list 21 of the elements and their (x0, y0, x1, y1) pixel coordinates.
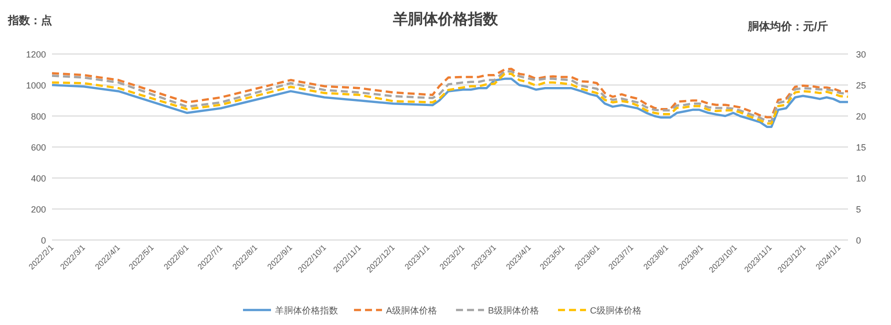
y2-tick-label: 5 (856, 204, 862, 214)
legend-label: A级胴体价格 (386, 306, 438, 316)
y2-axis-title: 胴体均价：元/斤 (746, 20, 828, 33)
y2-tick-label: 10 (856, 174, 866, 184)
y-tick-label: 400 (30, 174, 46, 184)
y-tick-label: 200 (30, 204, 46, 214)
y-tick-label: 1000 (26, 80, 46, 90)
y2-tick-label: 25 (856, 80, 866, 90)
y-tick-label: 800 (30, 112, 46, 122)
y2-tick-label: 15 (856, 142, 866, 152)
legend-label: C级胴体价格 (590, 306, 642, 316)
y2-tick-label: 0 (856, 236, 862, 246)
chart-title: 羊胴体价格指数 (392, 11, 499, 28)
y-tick-label: 1200 (26, 50, 46, 60)
y-tick-label: 0 (40, 236, 46, 246)
y-axis-title: 指数：点 (7, 14, 52, 27)
y2-tick-label: 20 (856, 112, 866, 122)
y-tick-label: 600 (30, 142, 46, 152)
y2-tick-label: 30 (856, 50, 866, 60)
legend-label: B级胴体价格 (488, 306, 540, 316)
legend-label: 羊胴体价格指数 (275, 306, 338, 316)
